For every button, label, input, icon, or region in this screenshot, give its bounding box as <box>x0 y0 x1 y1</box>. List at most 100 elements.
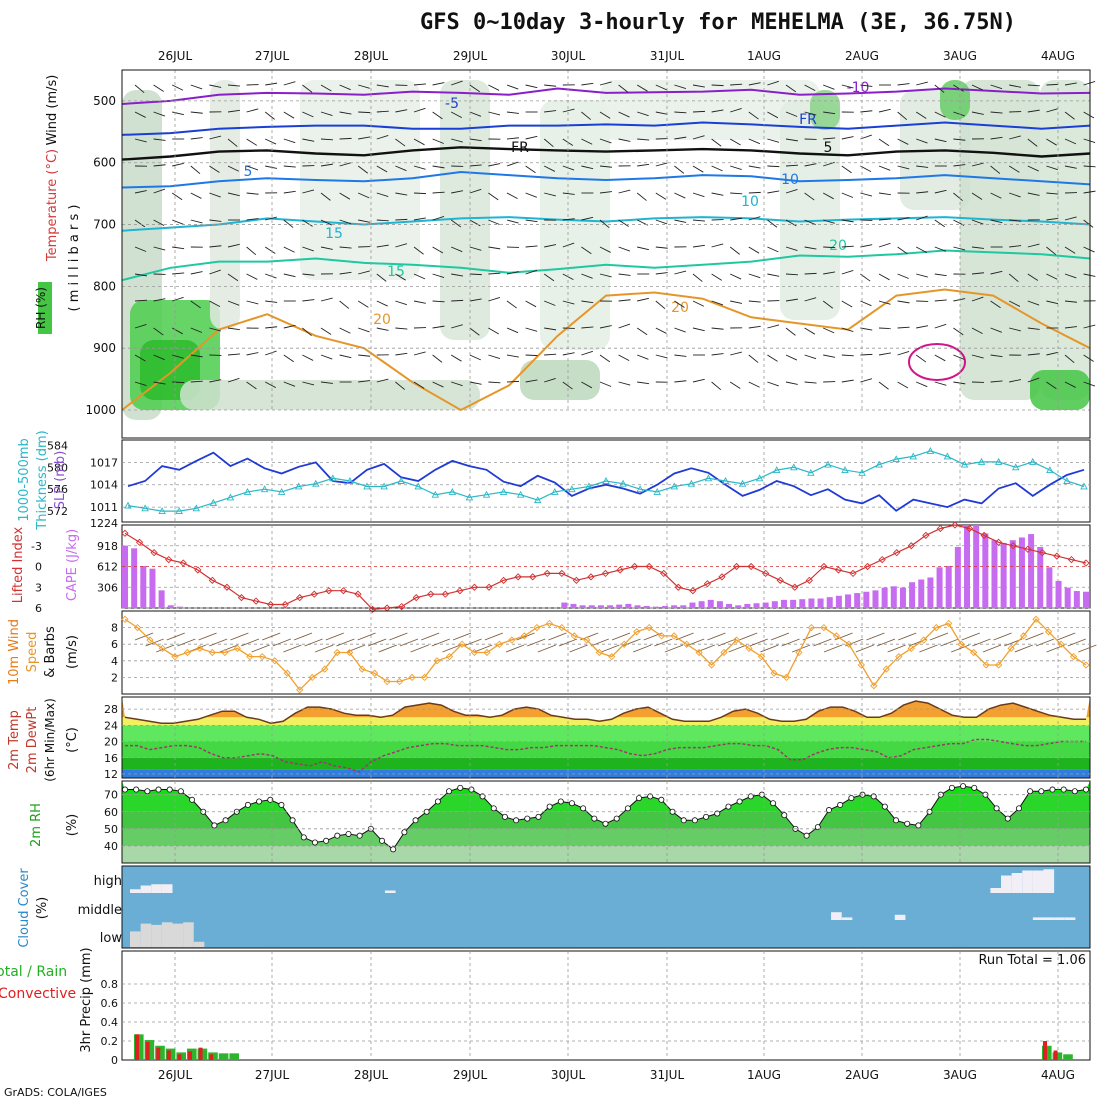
wind-barb <box>376 273 387 282</box>
wind-barb <box>451 273 464 277</box>
wind-speed-point <box>1069 653 1078 661</box>
wind-barb <box>302 189 315 194</box>
top-date-tick: 4AUG <box>1041 49 1075 63</box>
wind-barb <box>990 111 1003 114</box>
wind-barb <box>153 138 166 141</box>
precip-conv-bar <box>198 1047 203 1060</box>
rh-point <box>848 795 855 802</box>
cape-bar <box>835 595 842 608</box>
cape-bar <box>634 605 641 608</box>
wind-barb <box>767 354 778 362</box>
wind-barb <box>1009 379 1022 383</box>
cloud-tile <box>841 917 853 920</box>
lifted-index-point <box>514 573 522 581</box>
wind-barb <box>544 353 557 356</box>
wind10m-barb <box>993 632 1012 641</box>
cape-bar <box>140 565 147 608</box>
precip-tick-label: 0.8 <box>101 978 119 991</box>
cape-bar <box>991 540 998 608</box>
cape-bar <box>680 605 687 608</box>
wind10m-barb <box>452 632 472 641</box>
wind10m-barb <box>876 638 896 647</box>
wind10m-barb <box>410 644 429 653</box>
wind10m-barb <box>537 644 556 653</box>
wind-barb <box>432 216 445 221</box>
wind-barb <box>190 271 203 275</box>
wind-barb <box>730 108 742 113</box>
cloud-tile <box>161 884 173 893</box>
top-date-tick: 29JUL <box>453 49 488 63</box>
y-label-cape: CAPE (J/kg) <box>65 529 80 601</box>
wind-barb <box>190 137 203 140</box>
wind-barb <box>878 192 891 196</box>
wind-barb <box>599 354 611 363</box>
cloud-tile <box>193 941 205 947</box>
wind-barb <box>469 381 482 385</box>
wind-barb <box>767 246 779 253</box>
p-tick-label: 500 <box>93 94 116 108</box>
thickness-point <box>943 452 952 460</box>
wind-barb <box>190 219 203 224</box>
wind-barb <box>971 354 984 359</box>
rh-point <box>289 817 296 824</box>
wind-barb <box>730 83 743 86</box>
wind-barb <box>544 378 556 383</box>
wind-barb <box>1009 245 1022 248</box>
thickness-point <box>124 501 132 509</box>
wind-barb <box>1046 108 1059 113</box>
wind-barb <box>599 165 612 168</box>
cape-bar <box>167 605 174 608</box>
wind-barb <box>395 138 406 147</box>
isotherm-5 <box>121 249 1091 282</box>
y-label-wind10-2: Speed <box>25 632 40 673</box>
wind-barb <box>655 84 667 91</box>
wind-barb <box>674 380 687 383</box>
temp-band <box>122 769 1090 778</box>
wind-barb <box>246 108 259 113</box>
temp-line <box>124 700 1086 725</box>
wind-barb <box>804 111 817 116</box>
wind-speed-point <box>508 636 516 644</box>
thickness-point <box>585 482 593 490</box>
wind-barb <box>637 297 649 302</box>
thickness-point <box>568 485 576 493</box>
wind-barb <box>637 163 650 167</box>
wind-barb <box>432 381 444 388</box>
wind-barb <box>265 216 277 221</box>
top-date-tick: 27JUL <box>255 49 290 63</box>
wind-barb <box>1083 219 1094 228</box>
rh-point <box>993 805 1000 812</box>
wind-barb <box>562 381 573 390</box>
contour-label: 5 <box>824 140 833 156</box>
lifted-index-point <box>922 531 930 540</box>
wind-barb <box>1027 327 1040 330</box>
wind-barb <box>916 165 929 168</box>
wind-speed-point <box>133 623 142 632</box>
wind-barb <box>618 354 630 362</box>
cape-bar <box>780 599 787 608</box>
wind-barb <box>227 109 240 113</box>
li-tick-label: 3 <box>35 581 42 594</box>
wind-barb <box>246 352 259 356</box>
wind-speed-point <box>832 632 841 640</box>
slp-panel <box>121 439 1091 523</box>
wind-barb <box>283 273 296 278</box>
precip-conv-bar <box>1053 1050 1058 1060</box>
wind-barb <box>971 192 983 200</box>
wind-speed-point <box>395 677 404 686</box>
thickness-point <box>482 490 491 498</box>
thickness-point <box>653 487 661 495</box>
wind-barb <box>971 246 984 249</box>
lifted-index-point <box>456 587 464 595</box>
wind-barb <box>525 84 538 89</box>
lifted-index-point <box>820 562 828 571</box>
isotherm-6 <box>121 288 1091 412</box>
lifted-index-point <box>529 573 537 581</box>
wind-barb <box>636 192 647 201</box>
bottom-date-tick: 4AUG <box>1041 1068 1075 1082</box>
rh-point <box>781 812 788 819</box>
wind-barb <box>172 84 184 91</box>
wind-speed-point <box>595 648 603 657</box>
cape-bar <box>982 533 989 608</box>
thickness-point <box>209 498 218 506</box>
